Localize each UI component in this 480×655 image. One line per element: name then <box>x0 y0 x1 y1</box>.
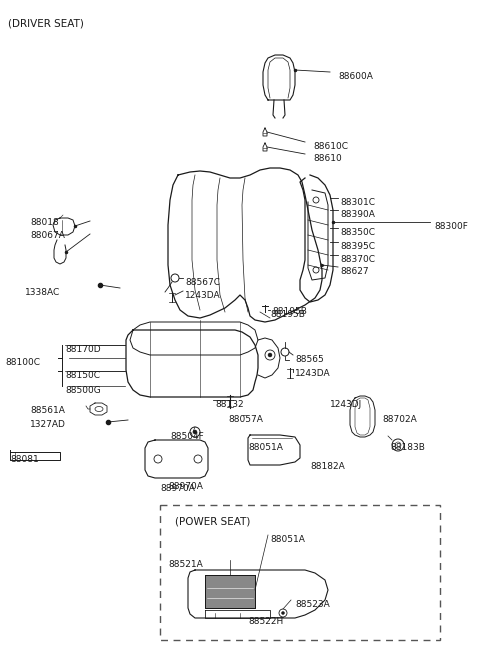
Text: 1338AC: 1338AC <box>25 288 60 297</box>
Text: 88522H: 88522H <box>248 617 283 626</box>
Text: 88081: 88081 <box>10 455 39 464</box>
Text: 88051A: 88051A <box>248 443 283 452</box>
Text: 88057A: 88057A <box>228 415 263 424</box>
Text: 88500G: 88500G <box>65 386 101 395</box>
Text: 88702A: 88702A <box>382 415 417 424</box>
Text: 88195B: 88195B <box>270 310 305 319</box>
Text: (DRIVER SEAT): (DRIVER SEAT) <box>8 18 84 28</box>
Text: 88565: 88565 <box>295 355 324 364</box>
Text: 88301C: 88301C <box>340 198 375 207</box>
Text: 88300F: 88300F <box>434 222 468 231</box>
Text: 88067A: 88067A <box>30 231 65 240</box>
Polygon shape <box>205 575 255 608</box>
Text: 88051A: 88051A <box>270 535 305 544</box>
Bar <box>160 505 440 640</box>
Text: 1243DA: 1243DA <box>185 291 221 300</box>
Text: 88610: 88610 <box>313 154 342 163</box>
Circle shape <box>193 430 197 434</box>
Text: 88183B: 88183B <box>390 443 425 452</box>
Text: 88170D: 88170D <box>65 345 101 354</box>
Text: 88150C: 88150C <box>65 371 100 380</box>
Text: 88521A: 88521A <box>168 560 203 569</box>
Text: 88390A: 88390A <box>340 210 375 219</box>
Text: 1243DJ: 1243DJ <box>330 400 362 409</box>
Text: 88370C: 88370C <box>340 255 375 264</box>
Text: 88970A: 88970A <box>168 482 203 491</box>
Circle shape <box>281 612 285 614</box>
Text: 88018: 88018 <box>30 218 59 227</box>
Text: 1243DA: 1243DA <box>295 369 331 378</box>
Text: 88195B: 88195B <box>272 307 307 316</box>
Text: 1327AD: 1327AD <box>30 420 66 429</box>
Text: (POWER SEAT): (POWER SEAT) <box>175 516 251 526</box>
Text: 88610C: 88610C <box>313 142 348 151</box>
Text: 88132: 88132 <box>215 400 244 409</box>
Text: 88100C: 88100C <box>5 358 40 367</box>
Text: 88561A: 88561A <box>30 406 65 415</box>
Text: 88970A: 88970A <box>161 484 195 493</box>
Text: 88504F: 88504F <box>170 432 204 441</box>
Text: 88395C: 88395C <box>340 242 375 251</box>
Text: 88600A: 88600A <box>338 72 373 81</box>
Text: 88523A: 88523A <box>295 600 330 609</box>
Text: 88182A: 88182A <box>310 462 345 471</box>
Text: 88350C: 88350C <box>340 228 375 237</box>
Text: 88627: 88627 <box>340 267 369 276</box>
Circle shape <box>268 353 272 357</box>
Text: 88567C: 88567C <box>185 278 220 287</box>
